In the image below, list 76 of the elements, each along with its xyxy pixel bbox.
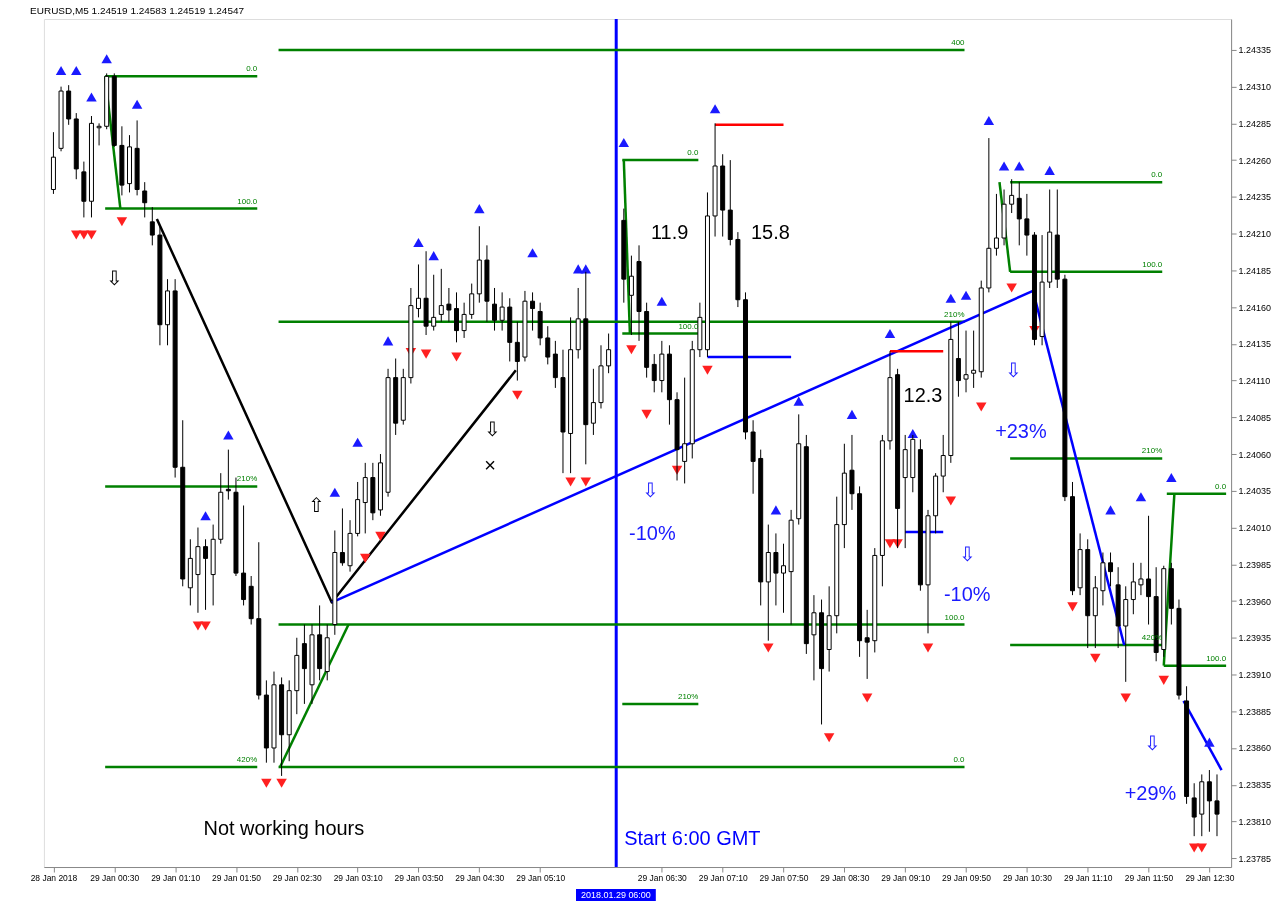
y-tick-label: 1.24160	[1238, 302, 1272, 313]
x-tick-label: 29 Jan 06:30	[637, 873, 688, 884]
annotation: ⇩	[958, 543, 976, 566]
x-tick-label: 29 Jan 09:10	[881, 873, 931, 884]
annotation: ×	[484, 453, 497, 476]
annotation: -10%	[943, 583, 991, 606]
series-label: 100.0	[1142, 259, 1163, 269]
y-tick-label: 1.24235	[1238, 192, 1272, 203]
series-label: 0.0	[687, 148, 699, 158]
series-label: 0.0	[246, 64, 258, 74]
x-tick-label: 29 Jan 07:10	[698, 873, 748, 884]
y-tick-label: 1.24185	[1238, 265, 1272, 276]
y-tick-label: 1.23985	[1238, 559, 1272, 570]
y-tick-label: 1.24285	[1238, 118, 1272, 129]
y-tick-label: 1.24035	[1238, 486, 1272, 497]
x-tick-label: 28 Jan 2018	[30, 873, 78, 884]
annotation: +29%	[1124, 782, 1177, 805]
y-tick-label: 1.23935	[1238, 633, 1272, 644]
series-label: 210%	[236, 474, 258, 484]
annotation: Not working hours	[203, 817, 365, 840]
y-tick-label: 1.24010	[1238, 523, 1272, 534]
x-tick-label: 29 Jan 07:50	[759, 873, 809, 884]
series-label: 400	[951, 37, 966, 47]
x-tick-label: 29 Jan 10:30	[1002, 873, 1053, 884]
series-label: 210%	[677, 691, 699, 701]
annotation: +23%	[995, 419, 1047, 442]
x-tick-label: 29 Jan 04:30	[455, 873, 505, 884]
y-tick-label: 1.24210	[1238, 229, 1272, 240]
series-label: 100.0	[1206, 653, 1227, 663]
series-label: 420%	[236, 755, 258, 765]
y-tick-label: 1.23835	[1238, 780, 1272, 791]
series-label: 0.0	[953, 755, 966, 765]
annotation: 11.9	[650, 221, 689, 244]
x-tick-label: 29 Jan 01:50	[211, 873, 262, 884]
y-tick-label: 1.24260	[1238, 155, 1272, 166]
y-tick-label: 1.24310	[1238, 82, 1272, 93]
annotation: ⇩	[1004, 359, 1022, 382]
x-tick-label: 29 Jan 02:30	[272, 873, 323, 884]
x-tick-label: 29 Jan 11:10	[1064, 873, 1113, 884]
x-tick-label: 29 Jan 03:50	[394, 873, 444, 884]
text: 2018.01.29 06:00	[580, 889, 651, 900]
y-tick-label: 1.24135	[1238, 339, 1272, 350]
x-tick-label: 29 Jan 00:30	[90, 873, 140, 884]
series-label: 100.0	[944, 612, 966, 622]
chart-title: EURUSD,M5 1.24519 1.24583 1.24519 1.24547	[30, 4, 245, 16]
x-tick-label: 29 Jan 08:30	[820, 873, 870, 884]
y-tick-label: 1.23785	[1238, 853, 1272, 864]
x-tick-label: 29 Jan 12:30	[1185, 873, 1235, 884]
y-tick-label: 1.24085	[1238, 412, 1272, 423]
annotation: ⇧	[307, 494, 325, 517]
annotation: -10%	[629, 521, 676, 544]
y-tick-label: 1.23885	[1238, 706, 1272, 717]
x-tick-label: 29 Jan 05:10	[516, 873, 566, 884]
y-tick-label: 1.24110	[1238, 376, 1271, 387]
y-tick-label: 1.23960	[1238, 596, 1272, 607]
series-label: 0.0	[1215, 481, 1227, 491]
annotation: ⇩	[1143, 732, 1161, 755]
annotation: 15.8	[751, 221, 790, 244]
series-label: 100.0	[237, 196, 258, 206]
x-tick-label: 29 Jan 01:10	[151, 873, 201, 884]
annotation: ⇩	[483, 417, 501, 440]
y-tick-label: 1.23810	[1238, 816, 1272, 827]
annotation: 12.3	[903, 383, 943, 406]
annotation: ⇩	[641, 479, 659, 502]
y-tick-label: 1.24335	[1238, 45, 1272, 56]
series-label: 210%	[944, 309, 965, 319]
y-tick-label: 1.23860	[1238, 743, 1272, 754]
series-label: 0.0	[1151, 170, 1163, 180]
x-tick-label: 29 Jan 09:50	[942, 873, 992, 884]
annotation: ⇩	[106, 266, 124, 289]
ref-line-label: Start 6:00 GMT	[624, 827, 761, 850]
y-tick-label: 1.23910	[1238, 669, 1272, 680]
y-tick-label: 1.24060	[1238, 449, 1272, 460]
x-tick-label: 29 Jan 11:50	[1124, 873, 1174, 884]
x-tick-label: 29 Jan 03:10	[333, 873, 383, 884]
series-label: 210%	[1141, 446, 1163, 456]
